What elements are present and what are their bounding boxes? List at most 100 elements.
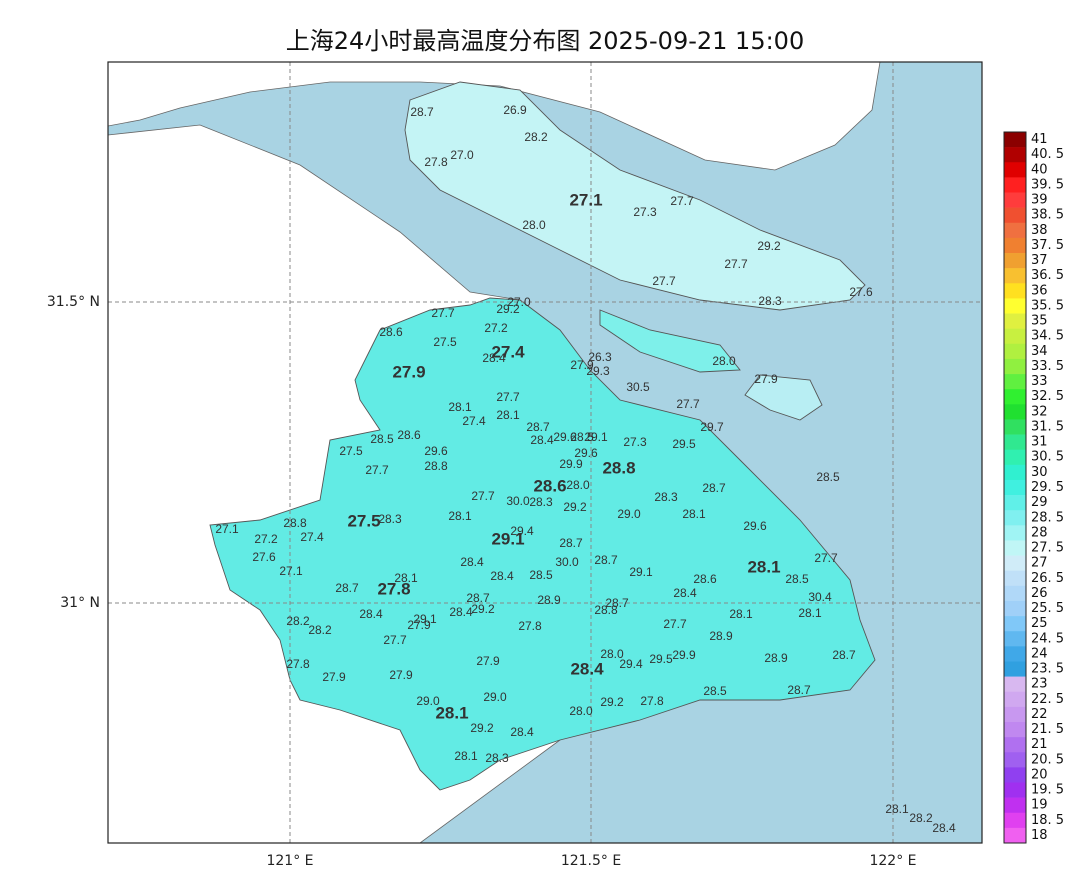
station-value: 28.8 — [424, 459, 448, 473]
colorbar-swatch — [1004, 767, 1026, 783]
station-value: 29.1 — [584, 430, 608, 444]
station-value: 28.1 — [448, 400, 472, 414]
station-value: 28.7 — [605, 596, 629, 610]
station-value: 27.7 — [383, 633, 407, 647]
colorbar-label: 33. 5 — [1031, 359, 1064, 374]
station-value: 28.1 — [798, 606, 822, 620]
colorbar-swatch — [1004, 328, 1026, 345]
station-value: 28.7 — [594, 553, 618, 567]
north-land — [108, 62, 881, 171]
colorbar-swatch — [1004, 192, 1026, 208]
station-value: 29.0 — [483, 690, 507, 704]
colorbar-swatch — [1004, 585, 1026, 602]
station-value: 28.3 — [529, 495, 553, 509]
colorbar-frame — [1003, 131, 1027, 844]
colorbar-label: 40. 5 — [1031, 147, 1064, 162]
station-value: 28.1 — [496, 408, 520, 422]
station-value: 29.3 — [586, 364, 610, 378]
colorbar-label: 21. 5 — [1031, 722, 1064, 737]
station-value: 28.8 — [283, 516, 307, 530]
colorbar-swatch — [1004, 752, 1026, 768]
colorbar-swatch — [1004, 177, 1026, 193]
colorbar-swatch — [1004, 404, 1026, 420]
station-value: 29.4 — [510, 524, 534, 538]
colorbar-swatch — [1004, 207, 1026, 224]
colorbar-swatch — [1004, 797, 1026, 814]
station-value: 28.0 — [712, 354, 736, 368]
station-value: 27.9 — [476, 654, 500, 668]
station-value: 28.8 — [594, 603, 618, 617]
station-value: 30.0 — [555, 555, 579, 569]
colorbar-label: 26 — [1031, 586, 1048, 601]
colorbar-label: 30 — [1031, 465, 1048, 480]
colorbar-swatch — [1004, 132, 1026, 148]
colorbar-swatch — [1004, 631, 1026, 647]
station-value: 28.2 — [286, 614, 310, 628]
station-value: 30.4 — [808, 590, 832, 604]
colorbar-swatch — [1004, 555, 1026, 572]
colorbar-label: 27. 5 — [1031, 541, 1064, 556]
station-value: 27.7 — [663, 617, 687, 631]
station-value: 29.9 — [672, 648, 696, 662]
station-value: 27.9 — [392, 362, 425, 381]
station-value: 27.7 — [365, 463, 389, 477]
station-value: 27.4 — [300, 530, 324, 544]
colorbar-label: 31. 5 — [1031, 419, 1064, 434]
station-value: 28.7 — [526, 420, 550, 434]
station-value: 29.7 — [700, 420, 724, 434]
station-value: 29.2 — [600, 695, 624, 709]
station-value: 27.5 — [433, 335, 457, 349]
colorbar-swatch — [1004, 676, 1026, 693]
map-area: 28.7 26.928.227.027.827.127.327.728.029.2… — [108, 62, 982, 843]
station-value: 28.5 — [785, 572, 809, 586]
colorbar-label: 21 — [1031, 737, 1048, 752]
colorbar-swatch — [1004, 540, 1026, 556]
colorbar-swatch — [1004, 706, 1026, 723]
station-value: 27.8 — [286, 657, 310, 671]
colorbar-label: 34. 5 — [1031, 329, 1064, 344]
colorbar-swatch — [1004, 268, 1026, 284]
station-value: 28.6 — [693, 572, 717, 586]
colorbar-swatch — [1004, 782, 1026, 798]
colorbar-swatch — [1004, 737, 1026, 753]
colorbar-swatch — [1004, 449, 1026, 466]
station-value: 27.3 — [633, 205, 657, 219]
lon-label: 121° E — [266, 853, 313, 869]
station-value: 28.7 — [335, 581, 359, 595]
colorbar-swatch — [1004, 237, 1026, 254]
station-value: 27.8 — [640, 694, 664, 708]
station-value: 28.0 — [600, 647, 624, 661]
colorbar-label: 20. 5 — [1031, 752, 1064, 767]
station-value: 28.1 — [885, 802, 909, 816]
station-value: 28.7 — [559, 536, 583, 550]
station-value: 28.7 — [466, 591, 490, 605]
station-value: 29.2 — [496, 302, 520, 316]
station-value: 27.7 — [431, 306, 455, 320]
station-value: 27.9 — [322, 670, 346, 684]
colorbar-label: 37. 5 — [1031, 238, 1064, 253]
colorbar-swatch — [1004, 434, 1026, 450]
colorbar-label: 24 — [1031, 646, 1048, 661]
colorbar-label: 22. 5 — [1031, 692, 1064, 707]
station-value: 28.4 — [530, 433, 554, 447]
station-value: 28.0 — [566, 478, 590, 492]
station-value: 28.4 — [449, 605, 473, 619]
station-value: 28.5 — [703, 684, 727, 698]
colorbar-swatch — [1004, 343, 1026, 360]
station-value: 28.0 — [522, 218, 546, 232]
station-value: 27.1 — [279, 564, 303, 578]
colorbar-swatch — [1004, 222, 1026, 239]
colorbar-swatch — [1004, 812, 1026, 829]
colorbar-swatch — [1004, 600, 1026, 617]
colorbar-swatch — [1004, 162, 1026, 178]
station-value: 27.9 — [570, 358, 594, 372]
station-value: 27.7 — [724, 257, 748, 271]
station-value: 29.6 — [743, 519, 767, 533]
colorbar-swatch — [1004, 298, 1026, 314]
lat-label: 31° N — [60, 595, 100, 611]
colorbar-swatch — [1004, 374, 1026, 390]
chongming-island — [404, 81, 866, 311]
station-value: 28.6 — [379, 325, 403, 339]
colorbar-label: 32 — [1031, 404, 1048, 419]
